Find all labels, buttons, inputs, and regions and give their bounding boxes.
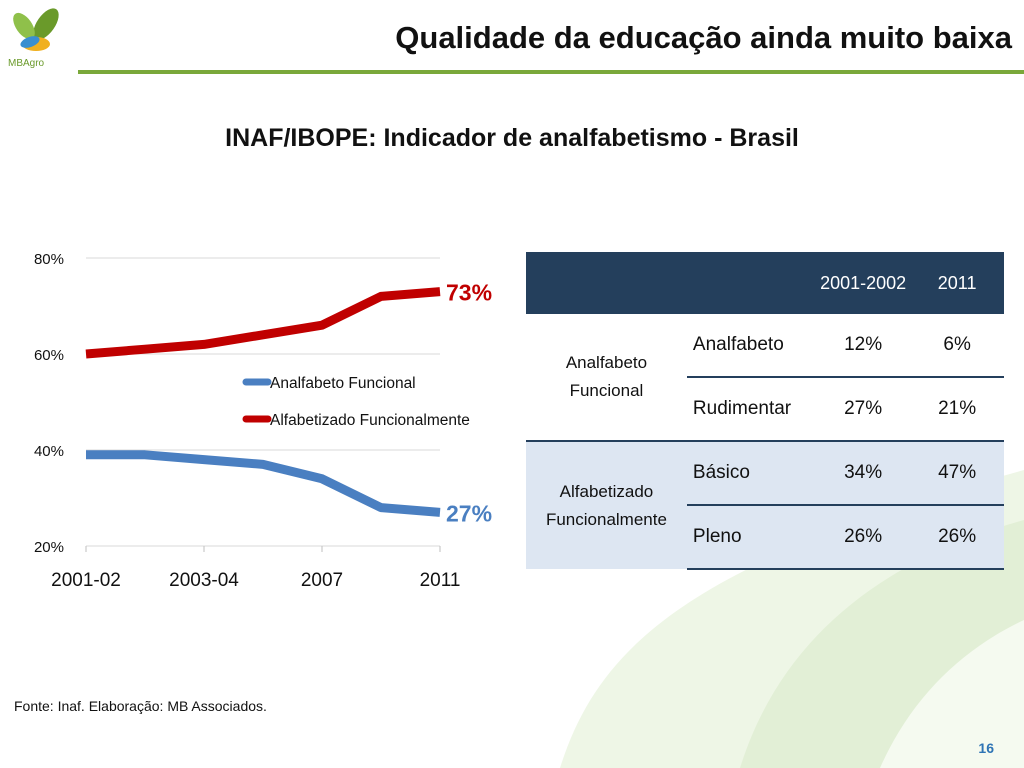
series-line-analfabeto — [86, 450, 441, 517]
mbagro-logo — [13, 8, 59, 51]
level-label: Pleno — [686, 504, 816, 570]
series-line-alfabetizado — [85, 287, 441, 359]
table-row: Alfabetizado Funcionalmente Básico 34% 4… — [526, 441, 1004, 569]
legend-label: Alfabetizado Funcionalmente — [270, 412, 470, 429]
title-rule — [78, 70, 1024, 74]
y-tick-label: 80% — [34, 251, 64, 268]
table-row: Analfabeto Funcional Analfabeto 12% 6% — [526, 314, 1004, 441]
line-chart: 20% 40% 60% 80% 2001-02 2003-04 2007 2011 27% 73%… — [34, 251, 492, 591]
value-cell: 6% — [910, 314, 1004, 377]
x-tick-label: 2001-02 — [51, 570, 121, 591]
x-tick-label: 2003-04 — [169, 570, 239, 591]
table-header-period2: 2011 — [910, 252, 1004, 314]
table-header-period1: 2001-2002 — [815, 252, 911, 314]
value-cell: 21% — [910, 376, 1004, 441]
level-label: Analfabeto — [686, 314, 816, 377]
value-cell: 26% — [815, 504, 911, 570]
chart-title: INAF/IBOPE: Indicador de analfabetismo -… — [225, 124, 799, 152]
page-title: Qualidade da educação ainda muito baixa — [395, 20, 1012, 55]
group-label: Analfabeto Funcional — [526, 314, 687, 441]
source-note: Fonte: Inaf. Elaboração: MB Associados. — [14, 698, 267, 714]
logo-text: MBAgro — [8, 58, 45, 69]
y-tick-label: 20% — [34, 539, 64, 556]
level-label: Básico — [686, 441, 816, 505]
end-data-label: 27% — [446, 500, 492, 526]
value-cell: 26% — [910, 504, 1004, 570]
literacy-table: 2001-2002 2011 Analfabeto Funcional Anal… — [526, 252, 1004, 570]
value-cell: 27% — [815, 376, 911, 441]
value-cell: 34% — [815, 441, 911, 505]
table-header-empty — [526, 252, 816, 314]
x-tick-label: 2011 — [420, 570, 461, 591]
value-cell: 12% — [815, 314, 911, 377]
end-data-label: 73% — [446, 280, 492, 306]
legend-label: Analfabeto Funcional — [270, 375, 416, 392]
table-row: Rudimentar 27% 21% — [526, 376, 1004, 441]
group-label: Alfabetizado Funcionalmente — [526, 441, 687, 569]
value-cell: 47% — [910, 441, 1004, 505]
page-number: 16 — [978, 740, 994, 756]
y-tick-label: 40% — [34, 443, 64, 460]
table-row: Pleno 26% 26% — [526, 504, 1004, 570]
level-label: Rudimentar — [686, 376, 816, 441]
y-tick-label: 60% — [34, 347, 64, 364]
x-tick-label: 2007 — [301, 570, 343, 591]
